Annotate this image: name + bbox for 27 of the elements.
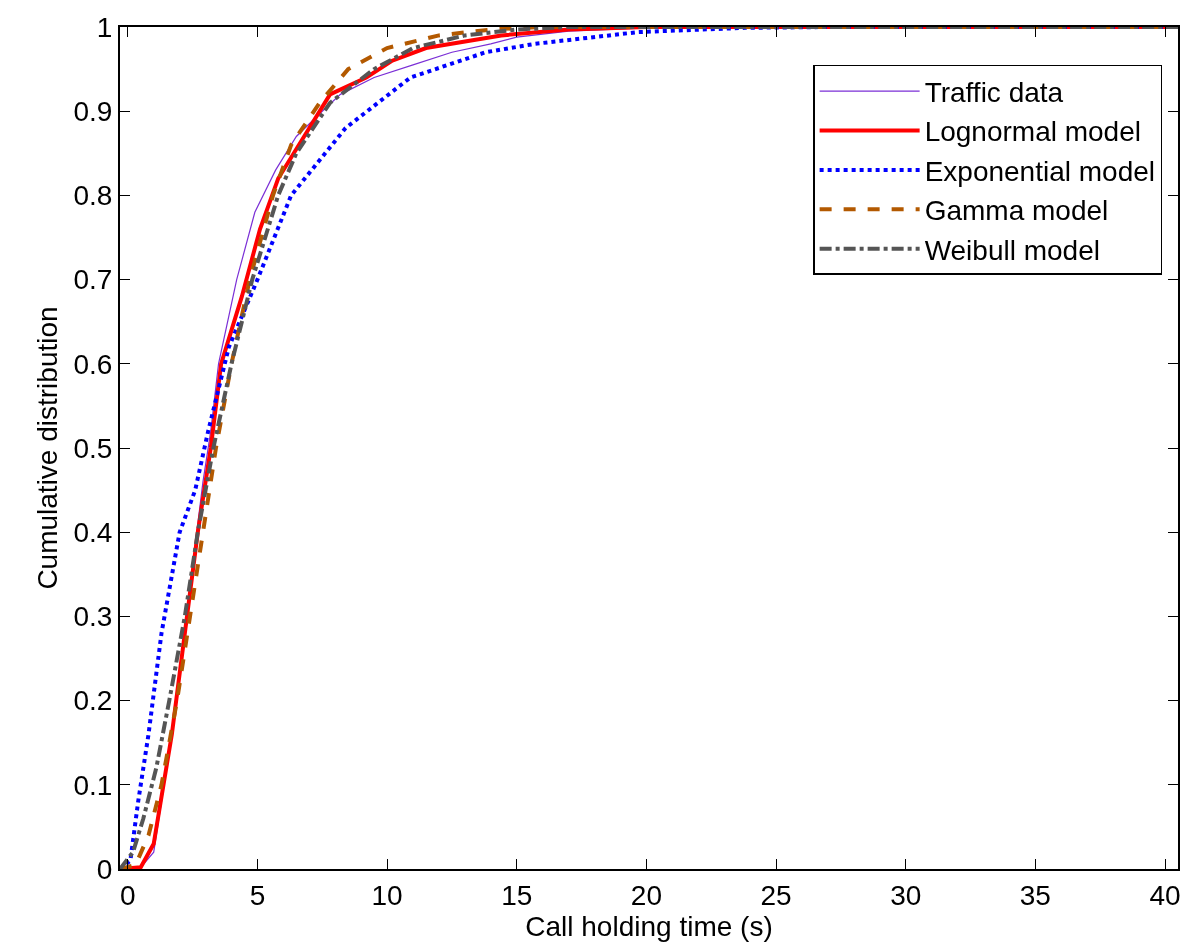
y-tick-label: 0.9 <box>73 96 113 127</box>
x-tick-label: 25 <box>760 879 792 911</box>
y-tick-label: 0.6 <box>73 348 113 380</box>
y-tick-label: 0.7 <box>73 264 113 296</box>
x-tick-label: 10 <box>371 879 403 911</box>
y-tick-label: 0.1 <box>73 769 113 801</box>
x-tick-label: 5 <box>249 879 266 911</box>
y-tick-label: 0.8 <box>73 180 113 212</box>
legend-label: Traffic data <box>924 77 1064 109</box>
x-tick-label: 40 <box>1149 879 1181 911</box>
y-tick-label: 0.5 <box>73 432 113 464</box>
y-tick-label: 0.4 <box>73 517 113 548</box>
legend-label: Weibull model <box>924 234 1100 266</box>
x-tick-label: 35 <box>1019 879 1051 911</box>
y-tick-label: 0.2 <box>73 685 113 717</box>
legend-label: Lognormal model <box>924 116 1141 148</box>
y-tick-label: 0 <box>96 853 113 885</box>
x-tick-label: 0 <box>119 879 136 911</box>
y-tick-label: 1 <box>96 11 113 43</box>
legend-label: Exponential model <box>924 155 1156 187</box>
x-tick-label: 30 <box>890 879 922 911</box>
y-axis-title: Cumulative distribution <box>31 306 63 590</box>
x-tick-label: 15 <box>501 879 533 911</box>
y-tick-label: 0.3 <box>73 601 113 633</box>
x-axis-title: Call holding time (s) <box>525 910 773 942</box>
legend-label: Gamma model <box>924 195 1109 227</box>
x-tick-label: 20 <box>630 879 662 911</box>
